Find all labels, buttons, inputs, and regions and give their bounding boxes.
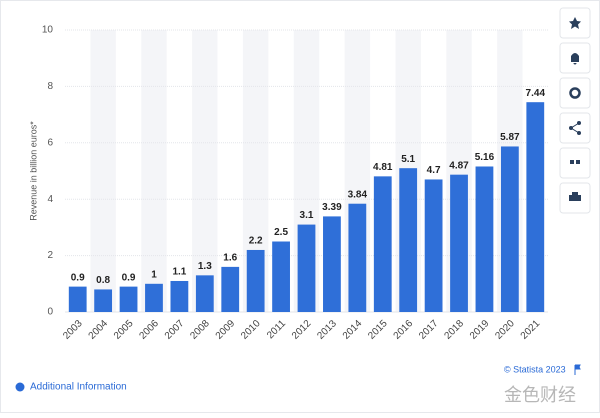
band-stripe bbox=[192, 30, 218, 312]
source[interactable]: © Statista 2023 bbox=[504, 364, 566, 374]
alert-button[interactable] bbox=[559, 42, 591, 74]
bar bbox=[145, 283, 163, 312]
bar bbox=[119, 286, 138, 312]
bar bbox=[94, 289, 113, 312]
cite-button[interactable] bbox=[559, 147, 591, 179]
bar bbox=[68, 286, 87, 312]
bar bbox=[450, 174, 468, 312]
value-label: 5.1 bbox=[401, 154, 415, 165]
print-button[interactable] bbox=[559, 182, 591, 214]
value-label: 4.81 bbox=[373, 162, 393, 173]
value-label: 2.5 bbox=[274, 227, 288, 238]
bar bbox=[424, 179, 443, 312]
y-tick-label: 4 bbox=[47, 194, 53, 205]
value-label: 1.6 bbox=[223, 253, 237, 264]
value-label: 3.1 bbox=[300, 210, 314, 221]
bar bbox=[323, 216, 341, 312]
watermark: 金色财经 bbox=[504, 385, 576, 405]
plot-area: 024681020030.920040.820050.92006120071.1… bbox=[42, 25, 548, 342]
bar bbox=[500, 146, 519, 312]
y-tick-label: 0 bbox=[47, 307, 53, 318]
y-tick-label: 6 bbox=[47, 137, 53, 148]
toolbar bbox=[559, 7, 591, 214]
value-label: 5.16 bbox=[475, 152, 495, 163]
value-label: 1.1 bbox=[172, 267, 186, 278]
band-stripe bbox=[141, 30, 167, 312]
share-button[interactable] bbox=[559, 112, 591, 144]
y-tick-label: 10 bbox=[42, 25, 54, 36]
bar bbox=[246, 249, 265, 312]
bar bbox=[475, 166, 494, 312]
source-link[interactable]: © Statista 2023 bbox=[504, 364, 581, 375]
value-label: 2.2 bbox=[249, 236, 263, 247]
bar bbox=[348, 203, 367, 312]
value-label: 1.3 bbox=[198, 261, 212, 272]
bar bbox=[526, 102, 545, 312]
settings-button[interactable] bbox=[559, 77, 591, 109]
y-tick-label: 8 bbox=[47, 81, 53, 92]
y-tick-label: 2 bbox=[47, 250, 53, 261]
bar bbox=[399, 168, 418, 312]
value-label: 4.7 bbox=[427, 165, 441, 176]
additional-information[interactable]: Additional Information bbox=[30, 382, 127, 393]
value-label: 3.84 bbox=[348, 189, 368, 200]
bar bbox=[195, 275, 214, 312]
bar bbox=[221, 266, 240, 312]
additional-info[interactable]: Additional Information bbox=[15, 382, 127, 393]
bar bbox=[170, 280, 189, 312]
value-label: 7.44 bbox=[526, 88, 546, 99]
value-label: 3.39 bbox=[322, 202, 342, 213]
value-label: 0.9 bbox=[122, 272, 136, 283]
value-label: 4.87 bbox=[449, 160, 469, 171]
value-label: 0.9 bbox=[71, 272, 85, 283]
bar bbox=[297, 224, 316, 312]
value-label: 1 bbox=[151, 269, 157, 280]
value-label: 5.87 bbox=[500, 132, 520, 143]
bar bbox=[373, 176, 392, 312]
bar bbox=[272, 241, 290, 312]
y-axis-label: Revenue in billion euros* bbox=[28, 121, 38, 221]
value-label: 0.8 bbox=[96, 275, 110, 286]
favorite-button[interactable] bbox=[559, 7, 591, 39]
band-stripe bbox=[90, 30, 116, 312]
